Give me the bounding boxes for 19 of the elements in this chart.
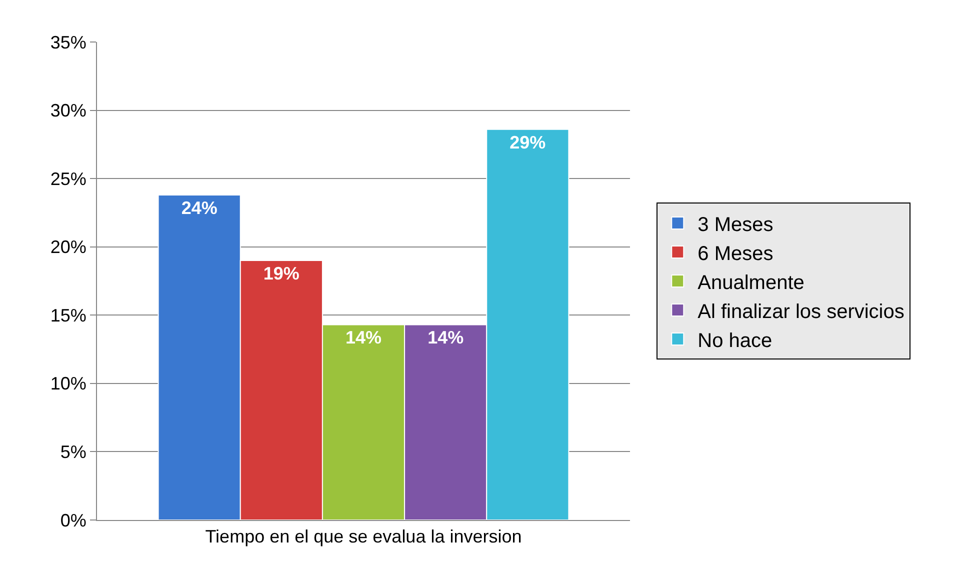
legend-label: 3 Meses [698,214,774,236]
y-tick-label: 15% [50,305,86,326]
legend-label: 6 Meses [698,242,774,265]
y-tick-label: 0% [60,510,86,530]
y-tick-label: 10% [50,374,86,394]
data-label: 29% [510,132,546,152]
y-tick-label: 20% [50,237,86,258]
y-tick-label: 35% [50,32,86,52]
y-tick-label: 30% [50,100,86,121]
legend-label: Anualmente [698,272,804,294]
data-label: 14% [345,328,382,348]
x-tick-label: Tiempo en el que se evalua la inversion [205,526,522,547]
legend-label: Al finalizar los servicios [698,300,904,323]
data-label: 14% [428,328,464,348]
legend-label: No hace [698,330,772,352]
data-label: 19% [263,264,300,284]
y-tick-label: 5% [60,442,86,462]
data-label: 24% [181,198,218,218]
y-tick-label: 25% [50,168,86,189]
